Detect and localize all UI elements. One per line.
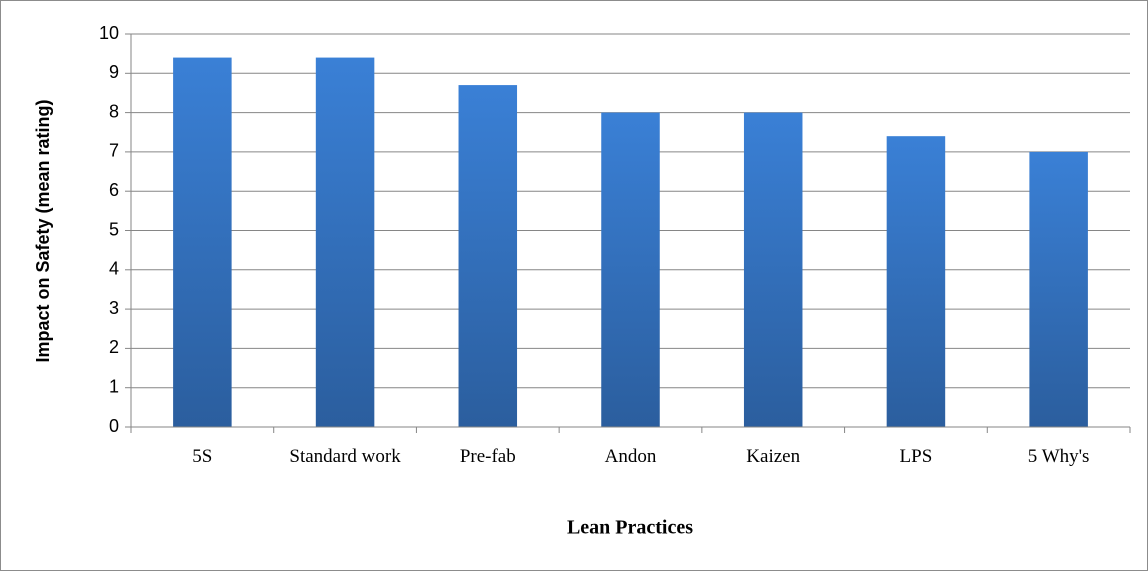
x-tick-label: Kaizen bbox=[746, 446, 801, 467]
x-tick-label: LPS bbox=[899, 446, 933, 467]
y-tick-label: 9 bbox=[109, 62, 119, 82]
y-tick-label: 3 bbox=[109, 298, 119, 318]
y-tick-label: 2 bbox=[109, 337, 119, 357]
y-axis-title: Impact on Safety (mean rating) bbox=[33, 99, 53, 362]
x-tick-label: Pre-fab bbox=[459, 446, 516, 467]
bar bbox=[1029, 151, 1088, 427]
y-tick-label: 4 bbox=[109, 259, 119, 279]
bar bbox=[458, 85, 518, 427]
y-tick-label: 6 bbox=[109, 180, 119, 200]
y-tick-label: 5 bbox=[109, 219, 119, 239]
bar bbox=[743, 112, 803, 427]
bar bbox=[601, 112, 660, 427]
x-tick-label: Andon bbox=[604, 446, 657, 467]
x-tick-label: Standard work bbox=[289, 446, 401, 467]
y-tick-label: 1 bbox=[109, 376, 119, 396]
y-tick-label: 8 bbox=[109, 101, 119, 121]
x-tick-label: 5 Why's bbox=[1027, 446, 1090, 467]
x-tick-label: 5S bbox=[192, 446, 213, 467]
y-tick-label: 7 bbox=[109, 141, 119, 161]
bar bbox=[886, 136, 946, 427]
y-tick-label: 0 bbox=[109, 416, 119, 436]
bar bbox=[173, 57, 232, 428]
y-tick-label: 10 bbox=[99, 23, 119, 43]
bar bbox=[315, 57, 375, 428]
x-axis-title: Lean Practices bbox=[567, 517, 693, 539]
